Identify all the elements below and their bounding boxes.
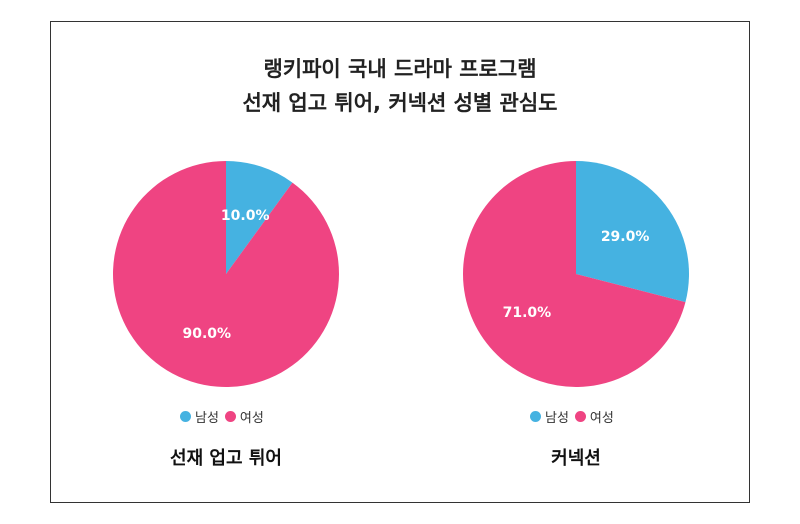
legend-label-female: 여성 [239,411,264,426]
legend-label-male: 남성 [195,411,219,426]
pie-chart-2: 29.0% 71.0% [462,161,689,387]
pie-data-label-male: 29.0% [601,229,650,245]
legend-swatch-male [180,411,191,422]
pie-slice-male [226,161,293,274]
pie-data-label-female: 71.0% [503,305,552,321]
pie-slice-female [112,161,339,387]
pie-2-title: 커넥션 [551,448,601,469]
legend-item-male: 남성 [530,407,569,426]
chart-title: 랭키파이 국내 드라마 프로그램 선재 업고 튀어, 커넥션 성별 관심도 [0,52,800,120]
legend-label-female: 여성 [589,411,614,426]
legend-label-male: 남성 [545,411,569,426]
legend-1: 남성 여성 [180,407,270,426]
title-line-1: 랭키파이 국내 드라마 프로그램 [263,57,537,81]
legend-swatch-female [224,411,236,422]
legend-swatch-female [574,411,586,422]
pie-slice-male [576,161,689,303]
legend-item-male: 남성 [180,407,219,426]
legend-item-female: 여성 [574,407,614,426]
pie-data-label-male: 10.0% [221,208,270,224]
pie-chart-1: 10.0% 90.0% [112,161,339,387]
pie-1-title: 선재 업고 튀어 [170,448,282,469]
legend-item-female: 여성 [224,407,264,426]
legend-swatch-male [530,411,541,422]
pie-data-label-female: 90.0% [183,326,232,342]
pie-slice-female [462,161,686,387]
legend-2: 남성 여성 [530,407,620,426]
title-line-2: 선재 업고 튀어, 커넥션 성별 관심도 [242,91,558,115]
